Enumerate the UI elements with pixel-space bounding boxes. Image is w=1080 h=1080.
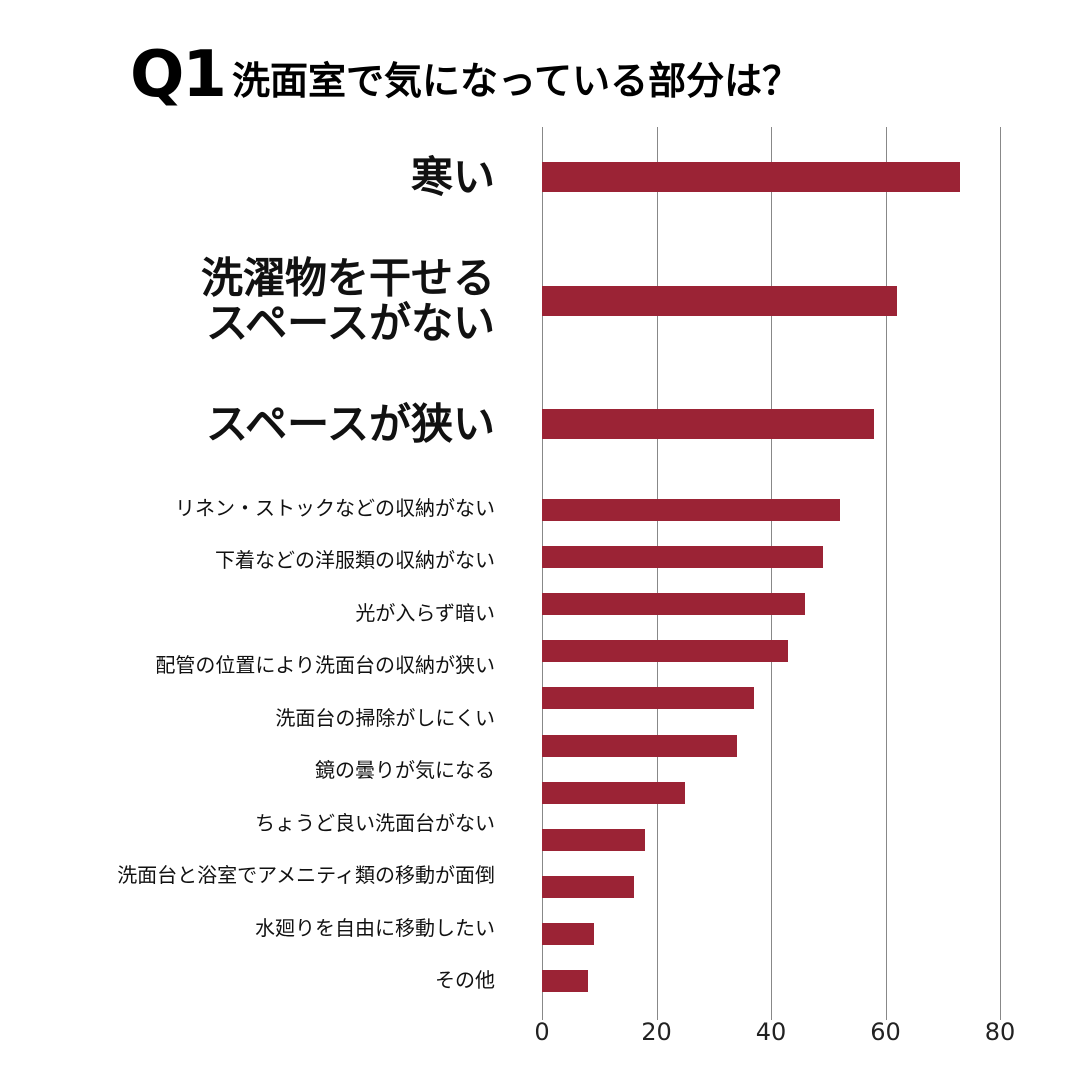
category-label: 配管の位置により洗面台の収納が狭い <box>155 653 495 678</box>
grid-line <box>542 127 543 1020</box>
x-tick-label: 20 <box>641 1018 672 1046</box>
bar <box>542 499 840 521</box>
bar <box>542 875 634 898</box>
category-label: 洗濯物を干せる スペースがない <box>200 253 495 348</box>
category-label: 鏡の曇りが気になる <box>315 758 495 783</box>
category-label: その他 <box>435 968 495 993</box>
bar <box>542 828 646 851</box>
bar <box>542 922 594 945</box>
title-prefix: Q1 <box>130 38 227 112</box>
bar <box>542 546 823 569</box>
bar <box>542 781 686 804</box>
grid-line <box>771 127 772 1020</box>
category-label: ちょうど良い洗面台がない <box>255 810 495 835</box>
category-label: 光が入らず暗い <box>355 601 495 626</box>
bar <box>542 285 897 316</box>
bar <box>542 640 789 663</box>
bar <box>542 734 737 757</box>
category-label: スペースが狭い <box>206 399 495 449</box>
category-label: 洗面台と浴室でアメニティ類の移動が面倒 <box>117 863 495 888</box>
category-label: 水廻りを自由に移動したい <box>255 915 495 940</box>
category-label: 寒い <box>410 152 495 202</box>
bar <box>542 687 754 710</box>
grid-line <box>1000 127 1001 1020</box>
bar <box>542 162 960 192</box>
category-label: リネン・ストックなどの収納がない <box>175 496 495 521</box>
x-tick-label: 60 <box>870 1018 901 1046</box>
bar <box>542 970 588 992</box>
category-label: 下着などの洋服類の収納がない <box>215 548 495 573</box>
grid-line <box>885 127 887 1020</box>
grid-line <box>656 127 658 1020</box>
bar <box>542 409 875 439</box>
bar <box>542 593 806 616</box>
x-tick-label: 80 <box>984 1018 1016 1046</box>
category-label: 洗面台の掃除がしにくい <box>275 705 495 730</box>
chart-title: 洗面室で気になっている部分は？ <box>232 59 801 103</box>
x-tick-label: 0 <box>534 1018 550 1046</box>
x-tick-label: 40 <box>755 1018 787 1046</box>
